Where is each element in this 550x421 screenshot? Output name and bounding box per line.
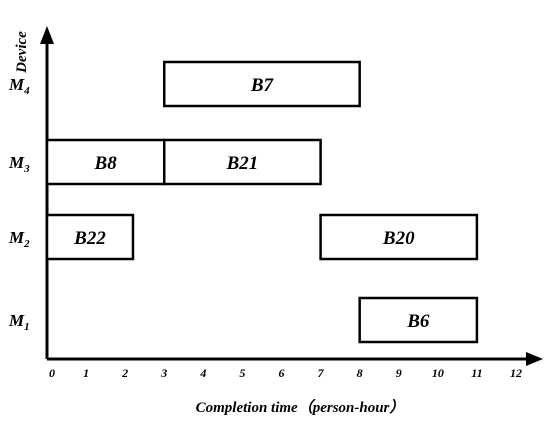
machine-label: M4 [8,75,30,97]
x-tick-label: 5 [239,366,245,380]
y-axis-title: Device [14,31,30,74]
task-bar [358,296,479,344]
task-bar [45,213,135,261]
task-label: B6 [406,311,430,332]
task-bar [319,213,479,261]
x-tick-label: 4 [199,366,206,380]
task-label: B22 [73,228,106,249]
x-tick-labels: 0 1 2 3 4 5 6 7 8 9 10 11 12 [49,366,522,380]
task-bar [163,60,361,108]
x-tick-label: 3 [160,366,167,380]
task-bar [163,138,322,186]
task-label: B20 [382,228,415,249]
y-axis-arrow [40,26,54,44]
task-bars: B6 B22 B20 B8 B21 B7 [45,60,479,344]
machine-labels: M1 M2 M3 M4 [8,75,30,333]
task-label: B7 [250,75,275,96]
task-label: B21 [226,153,259,174]
x-tick-label: 6 [279,366,285,380]
x-tick-label: 9 [396,366,402,380]
x-tick-label: 10 [432,366,444,380]
x-tick-label: 1 [83,366,89,380]
machine-label: M1 [8,311,30,333]
x-tick-label: 11 [471,366,482,380]
machine-label: M3 [8,153,30,175]
x-tick-label: 8 [357,366,363,380]
x-tick-label: 0 [49,366,55,380]
x-tick-label: 7 [318,366,325,380]
x-tick-label: 2 [121,366,128,380]
task-label: B8 [94,153,118,174]
machine-label: M2 [8,228,30,250]
x-axis-arrow [526,352,543,366]
x-axis-title: Completion time（person-hour） [196,398,405,416]
task-bar [45,138,166,186]
axes [40,26,543,366]
x-tick-label: 12 [510,366,522,380]
